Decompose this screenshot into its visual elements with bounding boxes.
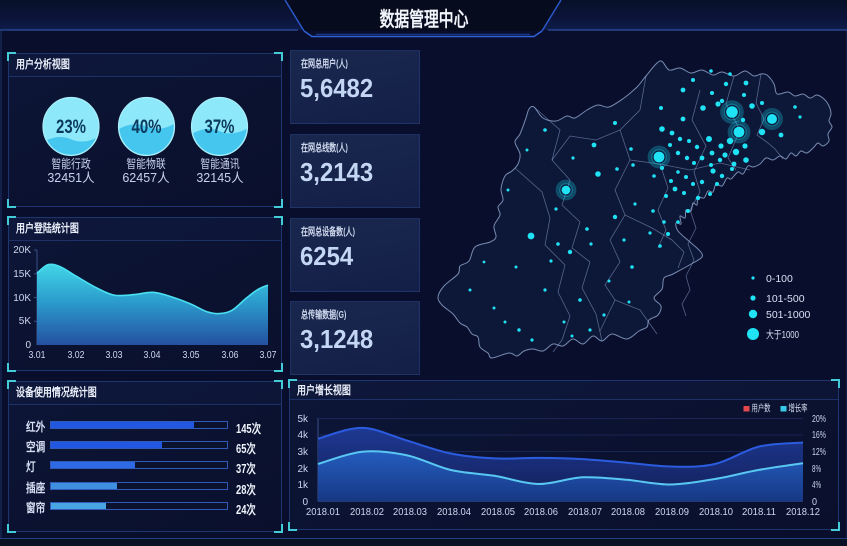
svg-text:2018.07: 2018.07: [568, 507, 602, 518]
svg-text:3k: 3k: [297, 447, 309, 458]
svg-text:37%: 37%: [205, 116, 235, 138]
svg-text:大于1000: 大于1000: [766, 328, 799, 341]
svg-text:4%: 4%: [812, 480, 821, 491]
svg-text:3.01: 3.01: [29, 350, 46, 361]
svg-text:3.07: 3.07: [260, 350, 277, 361]
svg-text:2018.06: 2018.06: [524, 507, 558, 518]
svg-text:40%: 40%: [132, 116, 162, 138]
svg-text:23%: 23%: [56, 116, 86, 138]
svg-text:2018.11: 2018.11: [742, 507, 776, 518]
svg-text:3.04: 3.04: [144, 350, 161, 361]
svg-text:增长率: 增长率: [789, 403, 808, 415]
svg-text:2018.10: 2018.10: [699, 507, 733, 518]
svg-text:20%: 20%: [812, 414, 826, 425]
svg-text:用户数: 用户数: [752, 403, 771, 415]
svg-text:3.05: 3.05: [183, 350, 200, 361]
svg-text:2018.12: 2018.12: [786, 507, 820, 518]
svg-text:2018.05: 2018.05: [481, 507, 515, 518]
svg-text:0-100: 0-100: [766, 273, 793, 285]
svg-text:2018.03: 2018.03: [393, 507, 427, 518]
svg-text:2018.08: 2018.08: [611, 507, 645, 518]
svg-text:0: 0: [302, 497, 308, 508]
svg-text:20K: 20K: [13, 245, 31, 256]
svg-text:2018.01: 2018.01: [306, 507, 340, 518]
svg-text:5K: 5K: [19, 316, 32, 327]
svg-text:12%: 12%: [812, 447, 826, 458]
svg-text:8%: 8%: [812, 464, 821, 475]
svg-text:5k: 5k: [297, 414, 309, 425]
svg-text:1k: 1k: [297, 480, 309, 491]
svg-text:101-500: 101-500: [766, 293, 805, 305]
svg-text:4k: 4k: [297, 430, 309, 441]
svg-text:2k: 2k: [297, 464, 309, 475]
svg-text:2018.04: 2018.04: [437, 507, 471, 518]
svg-text:2018.09: 2018.09: [655, 507, 689, 518]
svg-text:16%: 16%: [812, 430, 826, 441]
svg-text:0: 0: [25, 340, 31, 351]
svg-text:10K: 10K: [13, 293, 31, 304]
svg-text:3.02: 3.02: [68, 350, 85, 361]
svg-text:15K: 15K: [13, 269, 31, 280]
svg-text:2018.02: 2018.02: [350, 507, 384, 518]
svg-text:501-1000: 501-1000: [766, 309, 811, 321]
svg-text:3.06: 3.06: [222, 350, 239, 361]
svg-text:3.03: 3.03: [106, 350, 123, 361]
svg-text:0: 0: [812, 497, 817, 508]
